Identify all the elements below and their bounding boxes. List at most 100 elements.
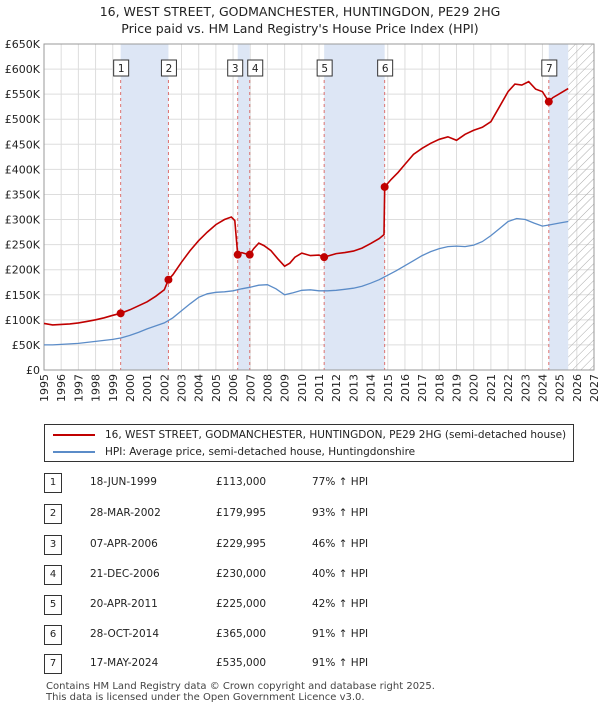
x-tick-label: 2025 <box>554 374 567 402</box>
transaction-hpi-change: 91% ↑ HPI <box>312 657 369 669</box>
marker-number-box <box>113 59 130 77</box>
y-tick-label: £0 <box>26 364 40 377</box>
y-tick-label: £400K <box>5 163 41 176</box>
x-tick-label: 2021 <box>485 374 498 402</box>
marker-number-box <box>247 59 264 77</box>
x-tick-label: 2012 <box>330 374 343 402</box>
y-tick-label: £450K <box>5 138 41 151</box>
marker-number-box <box>227 59 244 77</box>
x-tick-label: 2016 <box>399 374 412 402</box>
transaction-hpi-change: 42% ↑ HPI <box>312 598 369 610</box>
transaction-row: 5 20-APR-2011 £225,000 42% ↑ HPI <box>44 595 574 617</box>
transaction-row: 2 28-MAR-2002 £179,995 93% ↑ HPI <box>44 504 574 526</box>
marker-number-label: 2 <box>166 63 173 75</box>
forecast-hatch <box>568 44 594 370</box>
hpi-line <box>44 217 569 346</box>
transaction-number-badge: 1 <box>44 473 62 493</box>
x-tick-label: 2018 <box>433 374 446 402</box>
y-tick-label: £250K <box>5 239 41 252</box>
transaction-price: £113,000 <box>216 476 267 488</box>
marker-number-label: 5 <box>321 63 328 75</box>
shaded-period <box>120 44 169 370</box>
x-tick-label: 1998 <box>90 374 103 402</box>
shaded-period <box>324 44 385 370</box>
x-tick-label: 1999 <box>107 374 120 402</box>
x-tick-label: 2026 <box>571 374 584 402</box>
legend-item-property: 16, WEST STREET, GODMANCHESTER, HUNTINGD… <box>53 427 566 443</box>
x-tick-label: 2003 <box>176 374 189 402</box>
transaction-row: 1 18-JUN-1999 £113,000 77% ↑ HPI <box>44 473 574 495</box>
x-tick-label: 2023 <box>519 374 532 402</box>
sale-point <box>245 250 254 259</box>
sale-point <box>116 309 125 318</box>
transaction-price: £365,000 <box>216 628 267 640</box>
x-tick-label: 2010 <box>296 374 309 402</box>
x-tick-label: 2011 <box>313 374 326 402</box>
marker-number-box <box>377 59 394 77</box>
legend-label-hpi: HPI: Average price, semi-detached house,… <box>105 446 416 458</box>
shaded-period <box>548 44 569 370</box>
price-chart: £0 £50K £100K £150K £200K £250K £300K £350K £400… <box>5 38 600 402</box>
marker-number-label: 4 <box>252 63 259 75</box>
x-tick-label: 2027 <box>588 374 600 402</box>
x-tick-label: 2009 <box>279 374 292 402</box>
x-tick-label: 2022 <box>502 374 515 402</box>
x-tick-label: 2004 <box>193 374 206 402</box>
footer: Contains HM Land Registry data © Crown c… <box>46 681 435 703</box>
transaction-price: £179,995 <box>216 507 267 519</box>
property-price-line <box>43 80 569 326</box>
sale-point <box>320 253 329 262</box>
legend-swatch-property <box>53 434 95 436</box>
shaded-period <box>237 44 250 370</box>
chart-legend: 16, WEST STREET, GODMANCHESTER, HUNTINGD… <box>44 424 574 462</box>
transaction-price: £230,000 <box>216 568 267 580</box>
x-tick-label: 1997 <box>72 374 85 402</box>
transaction-date: 21-DEC-2006 <box>90 568 160 580</box>
transaction-number-badge: 4 <box>44 565 62 585</box>
transaction-hpi-change: 77% ↑ HPI <box>312 476 369 488</box>
transaction-number-badge: 3 <box>44 535 62 555</box>
marker-number-box <box>541 59 558 77</box>
transaction-date: 18-JUN-1999 <box>90 476 157 488</box>
marker-number-label: 3 <box>232 63 239 75</box>
x-tick-label: 2020 <box>468 374 481 402</box>
x-tick-label: 1995 <box>38 374 51 402</box>
sale-point <box>380 182 389 191</box>
transaction-price: £229,995 <box>216 538 267 550</box>
legend-label-property: 16, WEST STREET, GODMANCHESTER, HUNTINGD… <box>105 429 567 441</box>
y-tick-label: £50K <box>12 339 41 352</box>
transaction-hpi-change: 40% ↑ HPI <box>312 568 369 580</box>
x-tick-label: 2015 <box>382 374 395 402</box>
transaction-date: 07-APR-2006 <box>90 538 158 550</box>
transaction-date: 20-APR-2011 <box>90 598 158 610</box>
transaction-date: 28-OCT-2014 <box>90 628 159 640</box>
sale-point <box>544 97 553 106</box>
x-tick-label: 2024 <box>536 374 549 402</box>
transaction-number-badge: 6 <box>44 625 62 645</box>
transaction-date: 28-MAR-2002 <box>90 507 161 519</box>
x-tick-label: 1996 <box>55 374 68 402</box>
x-tick-label: 2014 <box>365 374 378 402</box>
x-tick-label: 2006 <box>227 374 240 402</box>
footer-copyright: Contains HM Land Registry data © Crown c… <box>46 681 435 692</box>
marker-number-label: 7 <box>546 63 553 75</box>
transaction-row: 4 21-DEC-2006 £230,000 40% ↑ HPI <box>44 565 574 587</box>
x-tick-label: 2002 <box>158 374 171 402</box>
transaction-row: 3 07-APR-2006 £229,995 46% ↑ HPI <box>44 535 574 557</box>
transaction-hpi-change: 93% ↑ HPI <box>312 507 369 519</box>
transaction-date: 17-MAY-2024 <box>90 657 159 669</box>
y-tick-label: £500K <box>5 113 41 126</box>
x-tick-label: 2008 <box>261 374 274 402</box>
footer-licence: This data is licensed under the Open Gov… <box>46 692 365 703</box>
x-tick-label: 2000 <box>124 374 137 402</box>
transaction-number-badge: 7 <box>44 654 62 674</box>
y-tick-label: £300K <box>5 214 41 227</box>
legend-swatch-hpi <box>53 451 95 453</box>
y-tick-label: £100K <box>5 314 41 327</box>
transaction-number-badge: 2 <box>44 504 62 524</box>
transaction-row: 7 17-MAY-2024 £535,000 91% ↑ HPI <box>44 654 574 676</box>
y-tick-label: £350K <box>5 188 41 201</box>
legend-item-hpi: HPI: Average price, semi-detached house,… <box>53 444 415 460</box>
x-tick-label: 2007 <box>244 374 257 402</box>
y-tick-label: £150K <box>5 289 41 302</box>
